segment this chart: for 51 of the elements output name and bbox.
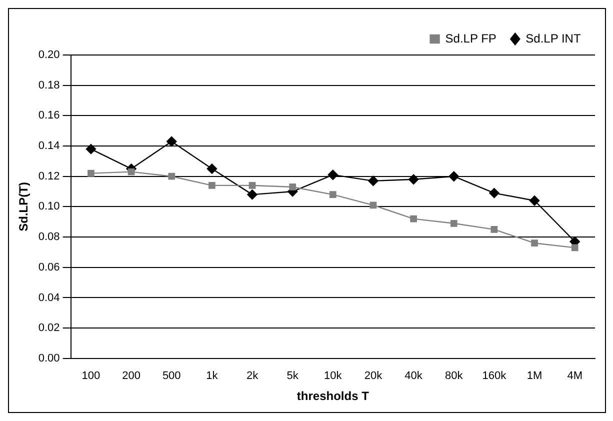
x-tick-label: 1k bbox=[206, 370, 218, 382]
y-tick-label: 0.12 bbox=[38, 170, 60, 182]
y-tick-label: 0.08 bbox=[38, 231, 60, 244]
point bbox=[166, 136, 177, 147]
x-axis-title: thresholds T bbox=[296, 389, 370, 404]
y-tick-label: 0.06 bbox=[38, 261, 60, 274]
point bbox=[168, 172, 176, 180]
point bbox=[247, 189, 258, 200]
x-tick-label: 20k bbox=[364, 370, 383, 382]
x-tick-label: 160k bbox=[482, 370, 507, 382]
point bbox=[408, 174, 419, 184]
y-tick-label: 0.16 bbox=[38, 110, 60, 122]
x-tick-label: 2k bbox=[246, 370, 259, 382]
y-tick-label: 0.02 bbox=[38, 322, 60, 334]
point bbox=[448, 171, 459, 182]
y-tick-label: 0.14 bbox=[38, 140, 60, 152]
x-tick-label: 5k bbox=[286, 370, 299, 382]
legend-label: Sd.LP INT bbox=[526, 31, 582, 46]
x-tick-label: 100 bbox=[82, 370, 100, 382]
point bbox=[328, 170, 338, 180]
y-tick-label: 0.04 bbox=[38, 292, 60, 304]
point bbox=[571, 244, 578, 252]
x-tick-label: 80k bbox=[444, 370, 464, 382]
point bbox=[289, 184, 296, 190]
point bbox=[529, 196, 540, 206]
point bbox=[489, 188, 500, 198]
y-tick-label: 0.10 bbox=[38, 200, 60, 213]
point bbox=[410, 215, 417, 222]
x-tick-label: 4M bbox=[567, 370, 582, 382]
y-tick-label: 0.18 bbox=[38, 79, 60, 92]
point bbox=[86, 144, 96, 154]
x-tick-label: 1M bbox=[526, 370, 542, 382]
point bbox=[329, 191, 336, 198]
x-tick-label: 500 bbox=[162, 370, 181, 382]
point bbox=[370, 202, 377, 209]
point bbox=[368, 176, 378, 186]
point bbox=[531, 240, 538, 247]
point bbox=[128, 168, 135, 176]
point bbox=[248, 182, 256, 189]
x-tick-label: 10k bbox=[324, 370, 342, 382]
x-tick-label: 200 bbox=[122, 370, 140, 382]
y-axis-title: Sd.LP(T) bbox=[16, 182, 31, 232]
point bbox=[88, 170, 94, 177]
point bbox=[208, 182, 216, 189]
x-tick-label: 40k bbox=[404, 370, 423, 382]
legend-label: Sd.LP FP bbox=[445, 31, 496, 46]
point bbox=[490, 226, 498, 233]
point bbox=[206, 164, 218, 174]
point bbox=[450, 220, 458, 227]
y-tick-label: 0.00 bbox=[38, 352, 60, 364]
y-tick-label: 0.20 bbox=[38, 49, 60, 62]
